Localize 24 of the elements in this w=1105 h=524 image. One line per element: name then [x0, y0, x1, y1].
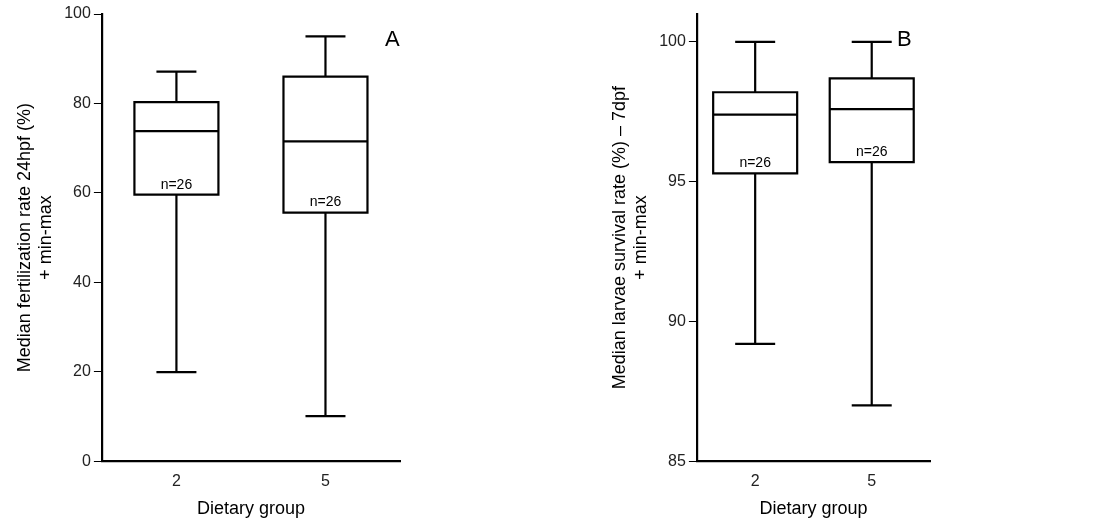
x-tick-label: 5 [321, 472, 331, 490]
x-axis-title: Dietary group [196, 498, 305, 519]
y-tick-label: 95 [668, 172, 686, 190]
annotation: n=26 [739, 154, 772, 171]
y-tick-label: 100 [64, 4, 91, 22]
x-axis-title: Dietary group [759, 498, 868, 519]
annotation: A [385, 26, 400, 52]
y-tick-label: 40 [73, 272, 91, 290]
y-tick-label: 100 [659, 32, 686, 50]
y-tick-label: 85 [668, 451, 686, 469]
y-tick-label: 60 [73, 183, 91, 201]
x-tick-label: 2 [171, 472, 181, 490]
y-tick-label: 90 [668, 311, 686, 329]
y-tick-label: 80 [73, 93, 91, 111]
y-axis-title: Median fertilization rate 24hpf (%) + min-max [13, 103, 56, 373]
annotation: n=26 [160, 175, 193, 192]
y-axis-title: Median larvae survival rate (%) – 7dpf + min-max [608, 85, 651, 390]
y-tick-label: 20 [73, 362, 91, 380]
x-tick-label: 5 [867, 472, 877, 490]
annotation: B [897, 26, 912, 52]
annotation: n=26 [309, 193, 342, 210]
y-tick-label: 0 [81, 451, 91, 469]
annotation: n=26 [855, 142, 888, 159]
x-tick-label: 2 [750, 472, 760, 490]
